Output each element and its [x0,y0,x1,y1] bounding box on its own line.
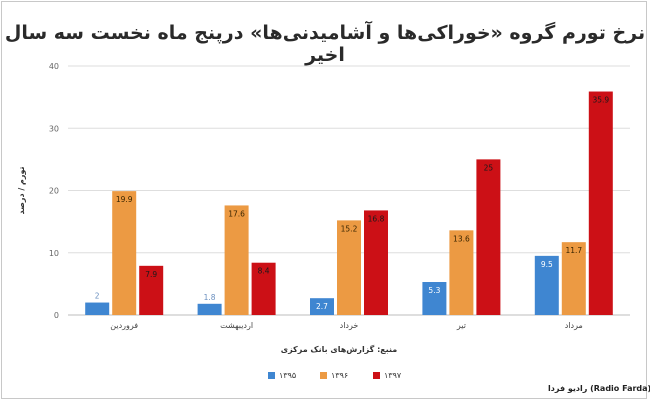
data-label: 5.3 [428,286,440,295]
data-label: 17.6 [228,209,245,218]
chart-title: نرخ تورم گروه «خوراکی‌ها و آشامیدنی‌ها» … [4,22,646,66]
data-label: 2 [95,292,100,301]
legend-swatch [373,372,380,379]
data-label: 19.9 [116,195,133,204]
y-tick-label: 20 [49,187,59,196]
bar [224,205,249,315]
x-tick-label: فروردین [110,321,138,330]
x-tick-label: خرداد [340,321,359,330]
data-label: 8.4 [258,267,270,276]
bar [449,230,474,315]
data-label: 11.7 [565,246,582,255]
bar [310,298,334,315]
data-label: 13.6 [453,234,470,243]
x-axis-label: منبع: گزارش‌های بانک مرکزی [281,344,398,355]
bar [476,159,501,315]
legend-label: ۱۳۹۶ [331,371,348,380]
legend-swatch [268,372,275,379]
y-tick-label: 30 [49,124,59,133]
bar [112,191,137,315]
bar [561,242,586,315]
data-label: 9.5 [541,260,553,269]
data-label: 2.7 [316,302,328,311]
y-axis-label: تورم / درصد [17,166,26,214]
y-tick-label: 0 [54,311,59,320]
x-tick-label: مرداد [565,321,583,330]
legend-swatch [320,372,327,379]
bar [364,210,388,315]
bar [588,91,613,316]
source-credit: رادیو فردا (Radio Farda) [548,384,650,393]
bar [139,265,164,315]
bar [85,302,110,315]
bar [251,262,276,315]
bar [197,303,222,315]
legend-label: ۱۳۹۵ [279,371,296,380]
y-tick-label: 10 [49,249,59,258]
data-label: 16.8 [368,214,385,223]
data-label: 1.8 [204,293,216,302]
x-tick-label: اردیبهشت [220,321,253,330]
bar [337,220,361,315]
data-label: 15.2 [341,224,358,233]
data-label: 35.9 [592,96,609,105]
legend-label: ۱۳۹۷ [384,371,402,380]
y-tick-label: 40 [49,62,59,71]
data-label: 25 [484,163,494,172]
bar [534,255,559,315]
bar [422,282,447,315]
x-tick-label: تیر [456,321,466,330]
data-label: 7.9 [145,270,157,279]
